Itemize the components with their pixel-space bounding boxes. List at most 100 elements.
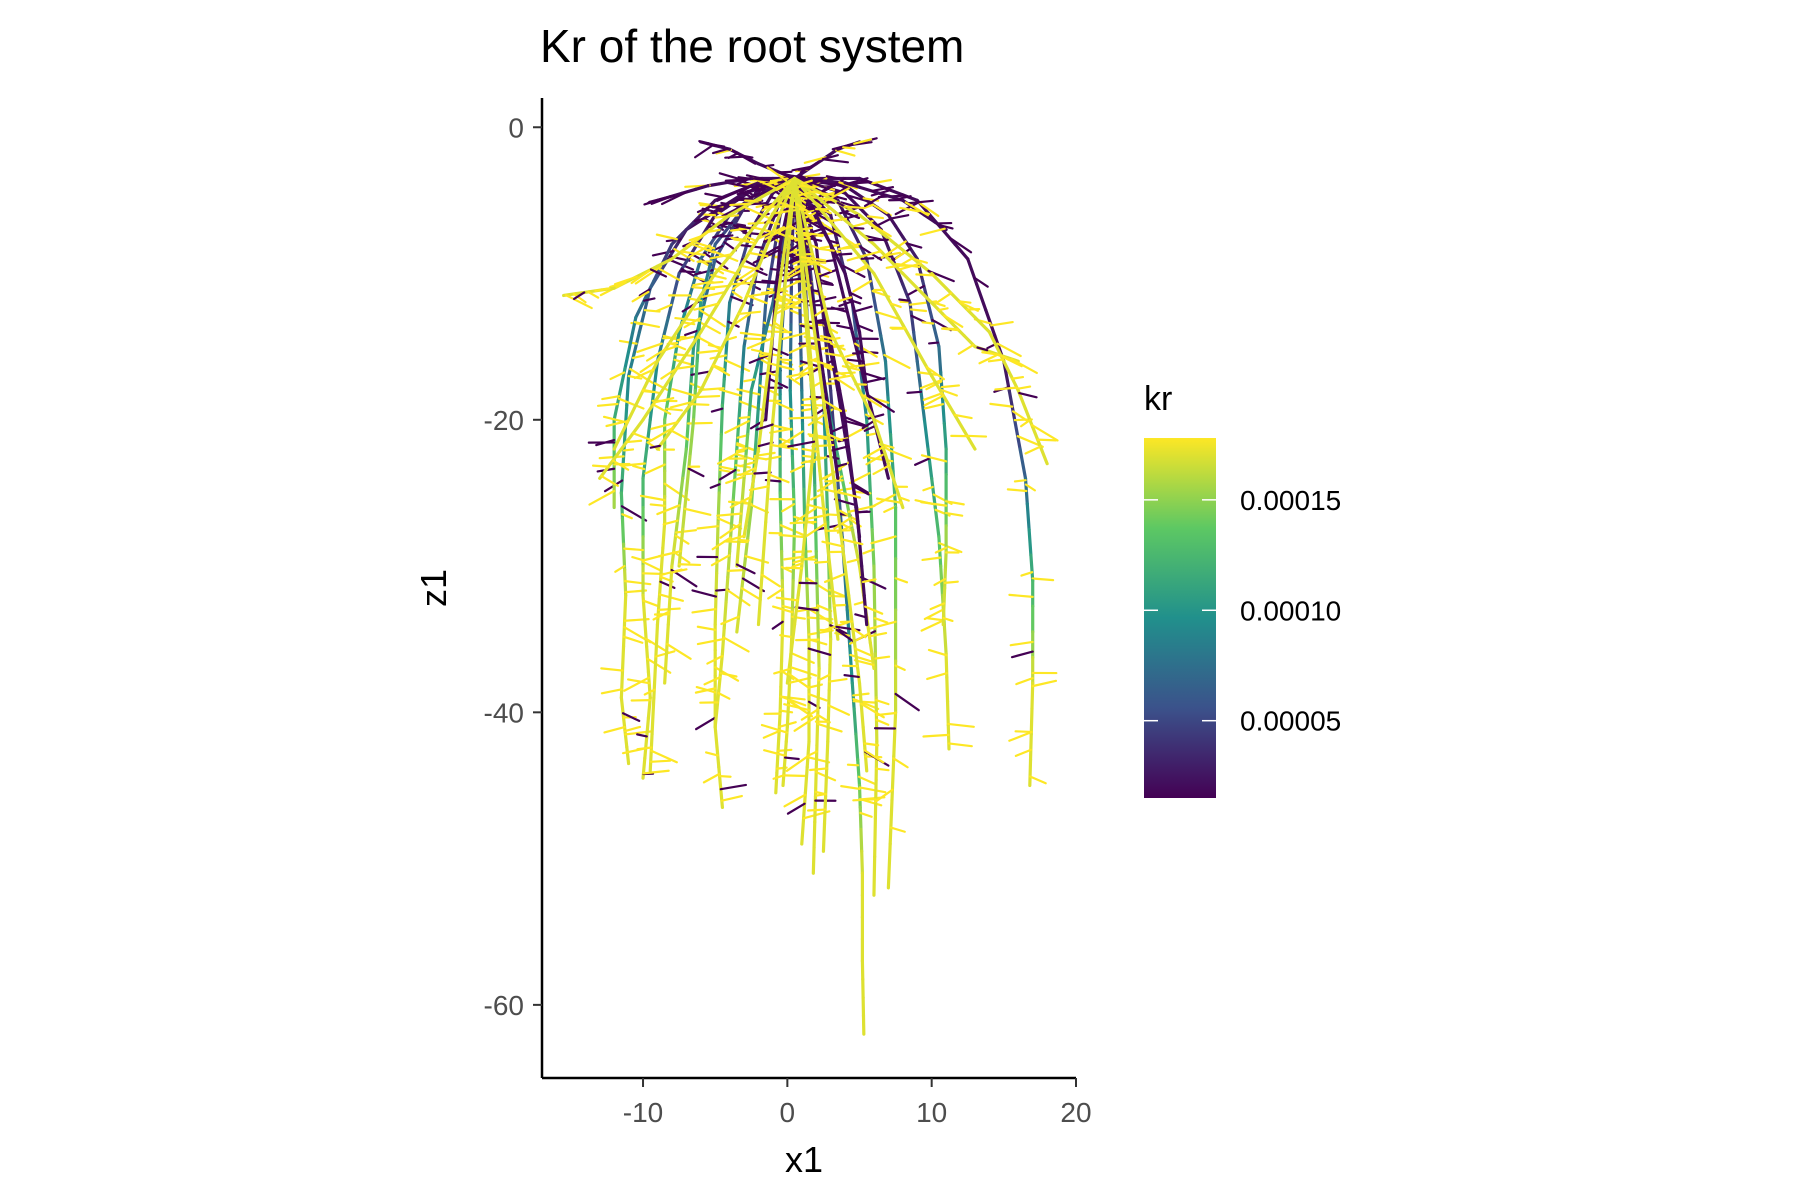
lateral-root (1015, 677, 1034, 686)
root-segment (832, 224, 856, 252)
root-segment (850, 301, 858, 320)
lateral-root (719, 783, 748, 791)
root-segment (717, 765, 723, 789)
lateral-root (861, 578, 877, 584)
root-segment (966, 257, 979, 287)
root-segment (693, 184, 710, 192)
lateral-root (760, 573, 781, 588)
lateral-root (815, 792, 827, 797)
lateral-root (718, 774, 732, 778)
root-segment (850, 228, 862, 246)
root-segment (760, 388, 768, 422)
lateral-root (655, 303, 673, 313)
lateral-root (841, 365, 862, 372)
lateral-root (642, 297, 656, 302)
root-segment (713, 707, 719, 729)
root-segment (943, 549, 948, 572)
root-segment (735, 542, 741, 568)
root-segment (816, 637, 821, 671)
lateral-root (697, 349, 722, 354)
lateral-root (883, 353, 911, 369)
root-segment (664, 622, 670, 656)
lateral-root (761, 279, 779, 284)
lateral-root (958, 300, 972, 304)
root-segment (677, 527, 685, 568)
root-segment (873, 652, 878, 700)
lateral-root (863, 372, 885, 381)
root-segment (715, 546, 719, 575)
root-segment (681, 447, 688, 480)
root-segment (756, 418, 764, 451)
root-segment (1025, 502, 1031, 532)
lateral-root (806, 808, 827, 812)
lateral-root (875, 699, 890, 706)
lateral-root (869, 620, 897, 630)
lateral-root (828, 677, 848, 683)
lateral-root (789, 464, 805, 473)
lateral-root (866, 215, 885, 220)
root-segment (625, 745, 631, 766)
lateral-root (719, 672, 738, 678)
lateral-root (598, 455, 625, 460)
root-segment (787, 176, 797, 241)
lateral-root (807, 647, 832, 656)
root-segment (670, 246, 688, 261)
legend-tick-label: 0.00010 (1240, 595, 1341, 626)
lateral-root (933, 577, 947, 587)
root-segment (666, 293, 676, 320)
lateral-root (623, 547, 645, 552)
lateral-root (676, 335, 695, 342)
root-segment (811, 418, 818, 458)
lateral-root (636, 746, 653, 751)
lateral-root (890, 450, 913, 460)
root-segment (872, 190, 890, 198)
lateral-root (929, 602, 946, 611)
lateral-root (631, 432, 653, 442)
lateral-root (736, 177, 750, 186)
lateral-root (764, 455, 782, 461)
root-31 (791, 137, 878, 184)
root-segment (720, 377, 726, 407)
lateral-root (824, 352, 844, 358)
lateral-root (690, 242, 716, 254)
lateral-root (740, 587, 762, 601)
lateral-root (873, 617, 889, 624)
lateral-root (691, 589, 718, 598)
root-segment (621, 619, 627, 649)
root-segment (630, 418, 645, 437)
root-segment (908, 246, 919, 261)
root-segment (915, 286, 934, 305)
lateral-root (639, 494, 666, 502)
lateral-root (917, 371, 938, 376)
root-segment (814, 549, 819, 583)
root-segment (937, 345, 943, 374)
root-segment (764, 469, 771, 524)
lateral-root (805, 219, 819, 225)
lateral-root (800, 260, 827, 264)
lateral-root (874, 655, 891, 660)
lateral-root (785, 269, 803, 280)
lateral-root (1024, 445, 1042, 455)
lateral-root (638, 288, 651, 297)
root-segment (785, 703, 791, 729)
lateral-root (799, 179, 813, 185)
root-segment (650, 696, 656, 736)
root-24 (777, 176, 885, 393)
root-segment (901, 235, 912, 250)
root-segment (915, 348, 934, 378)
root-32 (562, 176, 807, 310)
root-segment (860, 849, 865, 875)
lateral-root (684, 329, 699, 337)
root-segment (684, 293, 703, 320)
lateral-root (739, 467, 757, 477)
lateral-root (789, 520, 817, 525)
lateral-root (732, 313, 751, 326)
root-segment (798, 323, 803, 360)
root-segment (641, 593, 647, 623)
lateral-root (611, 459, 630, 471)
root-segment (720, 224, 732, 237)
lateral-root (821, 540, 844, 548)
lateral-root (837, 438, 849, 443)
lateral-root (925, 365, 945, 381)
